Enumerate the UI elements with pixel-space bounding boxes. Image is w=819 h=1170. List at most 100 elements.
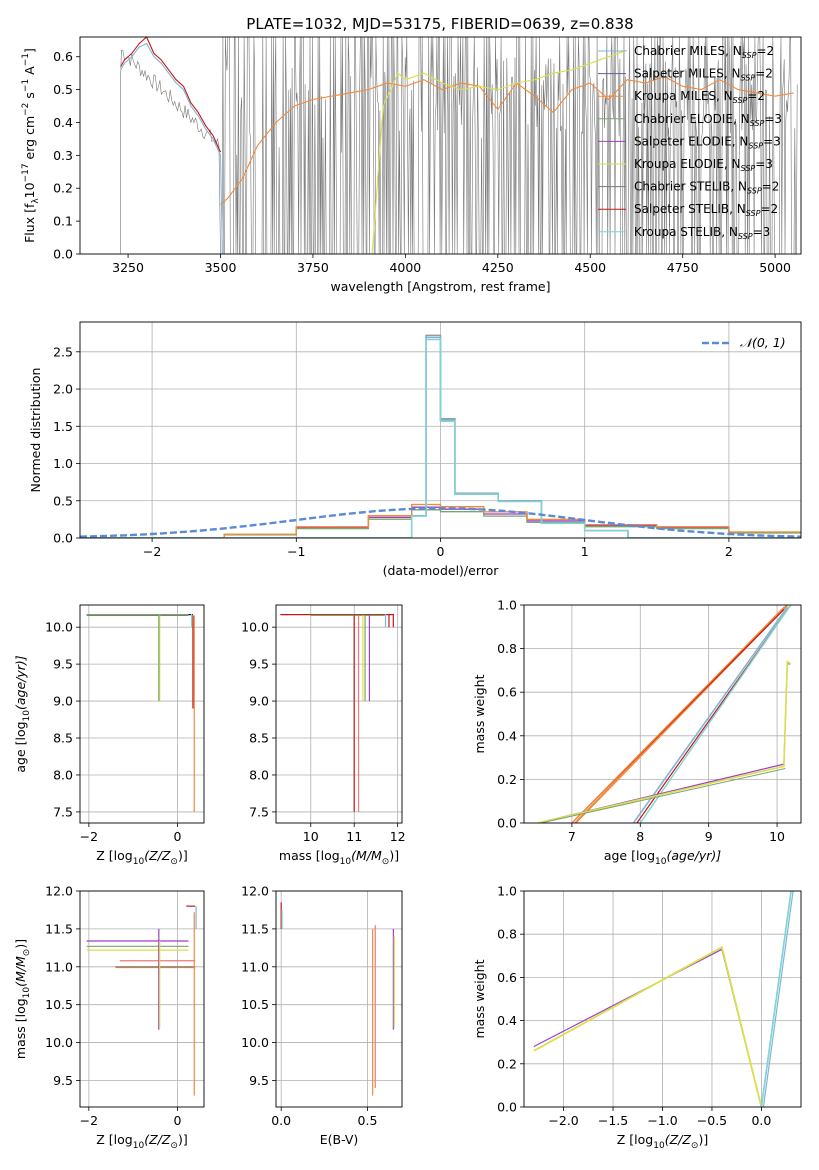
x-tick-label: 11 — [346, 829, 362, 844]
model-kroupa-elodie — [371, 49, 628, 254]
label-part: Z [log — [617, 1132, 653, 1147]
x-tick-label: 4500 — [574, 260, 606, 275]
y-tick-label: 7.5 — [53, 804, 73, 819]
label-part: erg cm — [22, 116, 37, 164]
y-tick-label: 1.5 — [53, 419, 73, 434]
label-part: SSP — [747, 187, 762, 196]
y-tick-label: 0.0 — [53, 247, 73, 262]
label-part: =2 — [747, 89, 765, 103]
x-tick-label: 4000 — [389, 260, 421, 275]
label-part: SSP — [733, 96, 748, 105]
weight-line — [537, 660, 792, 823]
y-tick-label: 11.5 — [45, 921, 73, 936]
panel-age_vs_Z: −2 07.58.08.59.09.510.0Z [log10(Z/Z⊙)]age… — [13, 604, 205, 867]
label-part: =2 — [756, 44, 774, 58]
x-tick-label: 7 — [568, 829, 576, 844]
y-tick-label: 8.0 — [249, 767, 269, 782]
label-part: Salpeter MILES, N — [634, 67, 741, 81]
label-part: ⊙ — [382, 857, 390, 867]
label-part: ⊙ — [170, 857, 178, 867]
figure-title: PLATE=1032, MJD=53175, FIBERID=0639, z=0… — [246, 15, 633, 33]
label-part: SSP — [750, 119, 765, 128]
label-part: SSP — [741, 164, 756, 173]
panel-residuals: −2 −1 0 1 2 0.0 0.5 1.0 1.5 2.0 2.5 (data-model)/er… — [28, 321, 802, 578]
x-axis-label: (data-model)/error — [383, 563, 500, 578]
narrow-histogram — [80, 338, 801, 538]
y-tick-label: 0.0 — [497, 816, 517, 831]
x-axis-label: Z [log10(Z/Z⊙)] — [96, 848, 187, 867]
label-part: E(B-V) — [320, 1132, 359, 1147]
y-tick-label: 9.5 — [53, 1073, 73, 1088]
broad-histogram — [80, 503, 801, 538]
x-tick-label: 0.0 — [751, 1113, 771, 1128]
y-tick-label: 0.6 — [497, 970, 517, 985]
x-tick-label: −2 — [80, 829, 98, 844]
y-tick-label: 11.0 — [241, 959, 269, 974]
axes-frame — [79, 36, 802, 255]
y-tick-label: 9.5 — [53, 657, 73, 672]
y-tick-label: 0.2 — [497, 1056, 517, 1071]
label-part: (data-model)/error — [383, 563, 500, 578]
x-axis-label: mass [log10(M/M⊙)] — [279, 848, 399, 867]
axes-frame — [275, 604, 403, 824]
legend-entry: Chabrier STELIB, NSSP=2 — [634, 180, 779, 196]
x-tick-label: −2 — [80, 1113, 98, 1128]
panels: 3250 3500 3750 4000 4250 4500 4750 5000 0.0 0.1 0.… — [13, 36, 802, 1151]
label-part: mass [log — [13, 998, 28, 1059]
y-tick-label: 11.5 — [241, 921, 269, 936]
x-tick-label: 10 — [303, 829, 319, 844]
label-part: Kroupa ELODIE, N — [634, 157, 741, 171]
y-tick-label: 0.0 — [53, 531, 73, 546]
y-tick-label: 11.0 — [45, 959, 73, 974]
x-tick-label: 0 — [173, 829, 181, 844]
y-tick-label: 0.6 — [497, 685, 517, 700]
label-part: )] — [698, 1132, 708, 1147]
label-part: (Z/Z — [144, 848, 171, 863]
x-tick-label: 2 — [725, 544, 733, 559]
weight-line — [762, 891, 794, 1107]
x-axis-label: age [log10(age/yr)] — [604, 848, 721, 867]
x-tick-label: −2 — [143, 544, 161, 559]
y-tick-label: 0.2 — [497, 772, 517, 787]
y-tick-label: 0.3 — [53, 148, 73, 163]
y-tick-label: 12.0 — [45, 884, 73, 899]
y-tick-label: 9.5 — [249, 1073, 269, 1088]
label-part: Chabrier MILES, N — [634, 44, 742, 58]
label-part: (age/yr)] — [13, 655, 28, 710]
legend-entry: Kroupa ELODIE, NSSP=3 — [634, 157, 773, 173]
x-tick-label: 10 — [769, 829, 785, 844]
x-tick-label: 4750 — [667, 260, 699, 275]
label-part: ⊙ — [170, 1141, 178, 1151]
axes-frame — [275, 890, 403, 1108]
legend-entry: Kroupa MILES, NSSP=2 — [634, 89, 765, 105]
label-part: =2 — [755, 67, 773, 81]
label-part: s — [22, 92, 37, 103]
y-tick-label: 8.0 — [53, 767, 73, 782]
label-part: 10 — [655, 857, 667, 867]
y-tick-label: 0.6 — [53, 49, 73, 64]
axes-frame — [79, 604, 205, 824]
y-tick-label: 0.8 — [497, 927, 517, 942]
label-part: A — [22, 66, 37, 79]
x-tick-label: −1.0 — [647, 1113, 677, 1128]
label-part: age [log — [13, 721, 28, 772]
y-axis-label: mass [log10(M/M⊙)] — [13, 939, 32, 1059]
x-tick-label: 3500 — [205, 260, 237, 275]
y-tick-label: 8.5 — [53, 731, 73, 746]
y-tick-label: 1.0 — [53, 456, 73, 471]
legend-entry: Chabrier MILES, NSSP=2 — [634, 44, 774, 60]
y-tick-label: 0.4 — [497, 728, 517, 743]
label-part: 10 — [133, 1141, 145, 1151]
label-part: SSP — [746, 209, 761, 218]
y-axis-label: Normed distribution — [28, 368, 43, 493]
label-part: Chabrier STELIB, N — [634, 180, 747, 194]
label-part: =2 — [762, 180, 780, 194]
label-part: 10 — [22, 987, 32, 999]
y-tick-label: 9.0 — [249, 694, 269, 709]
weight-line — [537, 663, 791, 823]
y-tick-label: 2.0 — [53, 382, 73, 397]
x-tick-label: 3250 — [112, 260, 144, 275]
y-tick-label: 10.5 — [45, 997, 73, 1012]
label-part: (age/yr)] — [666, 848, 721, 863]
x-tick-label: 1 — [581, 544, 589, 559]
